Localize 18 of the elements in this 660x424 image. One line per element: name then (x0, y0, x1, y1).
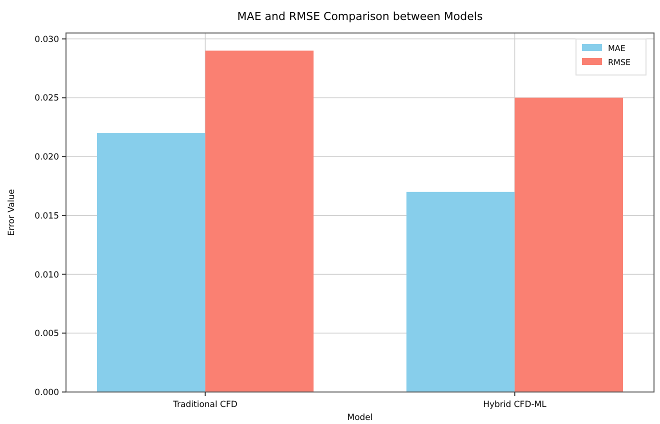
x-tick-label: Traditional CFD (172, 400, 238, 410)
x-tick-label: Hybrid CFD-ML (483, 400, 547, 410)
chart-title: MAE and RMSE Comparison between Models (237, 10, 483, 23)
y-tick-label: 0.000 (34, 388, 59, 398)
bar (96, 133, 206, 392)
legend-label: RMSE (608, 58, 631, 67)
y-tick-label: 0.020 (34, 152, 59, 163)
y-tick-label: 0.005 (34, 329, 59, 340)
y-axis-title: Error Value (7, 189, 17, 236)
x-axis-title: Model (347, 413, 373, 423)
y-tick-label: 0.015 (34, 211, 59, 222)
y-tick-label: 0.010 (34, 270, 59, 280)
bar (205, 50, 314, 392)
legend-label: MAE (608, 44, 626, 53)
bar (406, 192, 515, 392)
bar (514, 98, 624, 392)
y-tick-label: 0.030 (34, 34, 59, 45)
y-tick-label: 0.025 (34, 94, 59, 104)
